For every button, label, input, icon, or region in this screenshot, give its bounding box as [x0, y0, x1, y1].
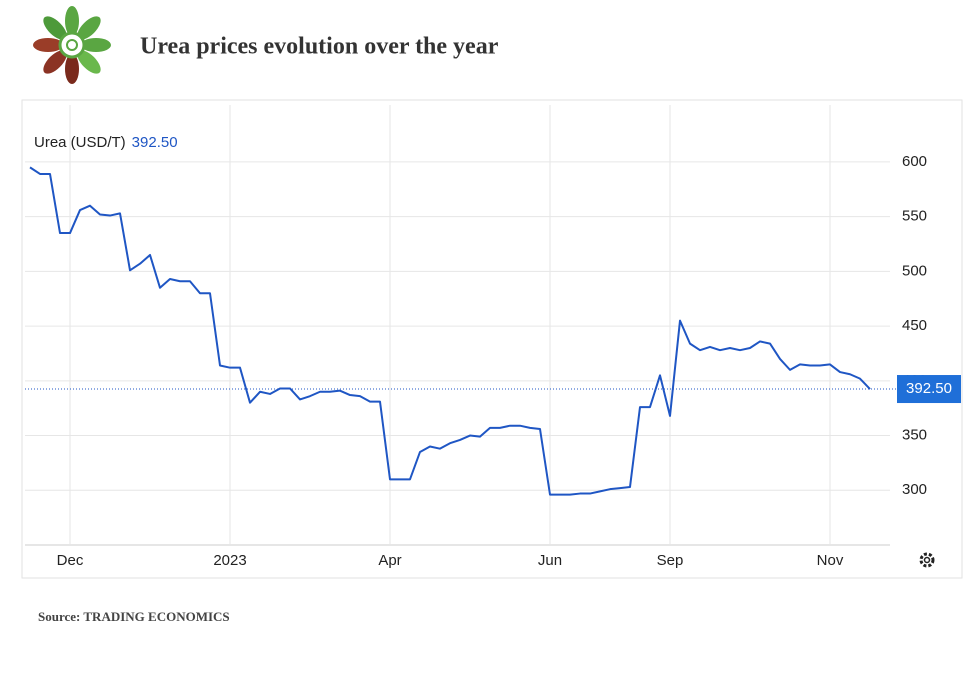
x-tick-label: 2023 [213, 552, 246, 569]
y-tick-label: 550 [902, 208, 927, 225]
settings-icon[interactable] [919, 552, 935, 568]
x-tick-label: Jun [538, 552, 562, 569]
y-tick-label: 350 [902, 427, 927, 444]
x-tick-label: Dec [57, 552, 84, 569]
legend-label: Urea (USD/T) [34, 134, 126, 151]
x-tick-label: Apr [378, 552, 401, 569]
x-tick-label: Nov [817, 552, 844, 569]
price-box [897, 375, 961, 404]
line-series [29, 166, 871, 496]
y-tick-label: 600 [902, 153, 927, 170]
logo [33, 6, 111, 84]
y-tick-label: 450 [902, 317, 927, 334]
x-tick-label: Sep [657, 552, 684, 569]
source: Source: TRADING ECONOMICS [38, 609, 230, 624]
y-tick-label: 500 [902, 262, 927, 279]
chart-title: Urea prices evolution over the year [140, 34, 499, 60]
y-tick-label: 300 [902, 481, 927, 498]
price-label: 392.50 [906, 380, 952, 397]
chart-frame [21, 99, 963, 579]
legend-value: 392.50 [132, 134, 178, 151]
